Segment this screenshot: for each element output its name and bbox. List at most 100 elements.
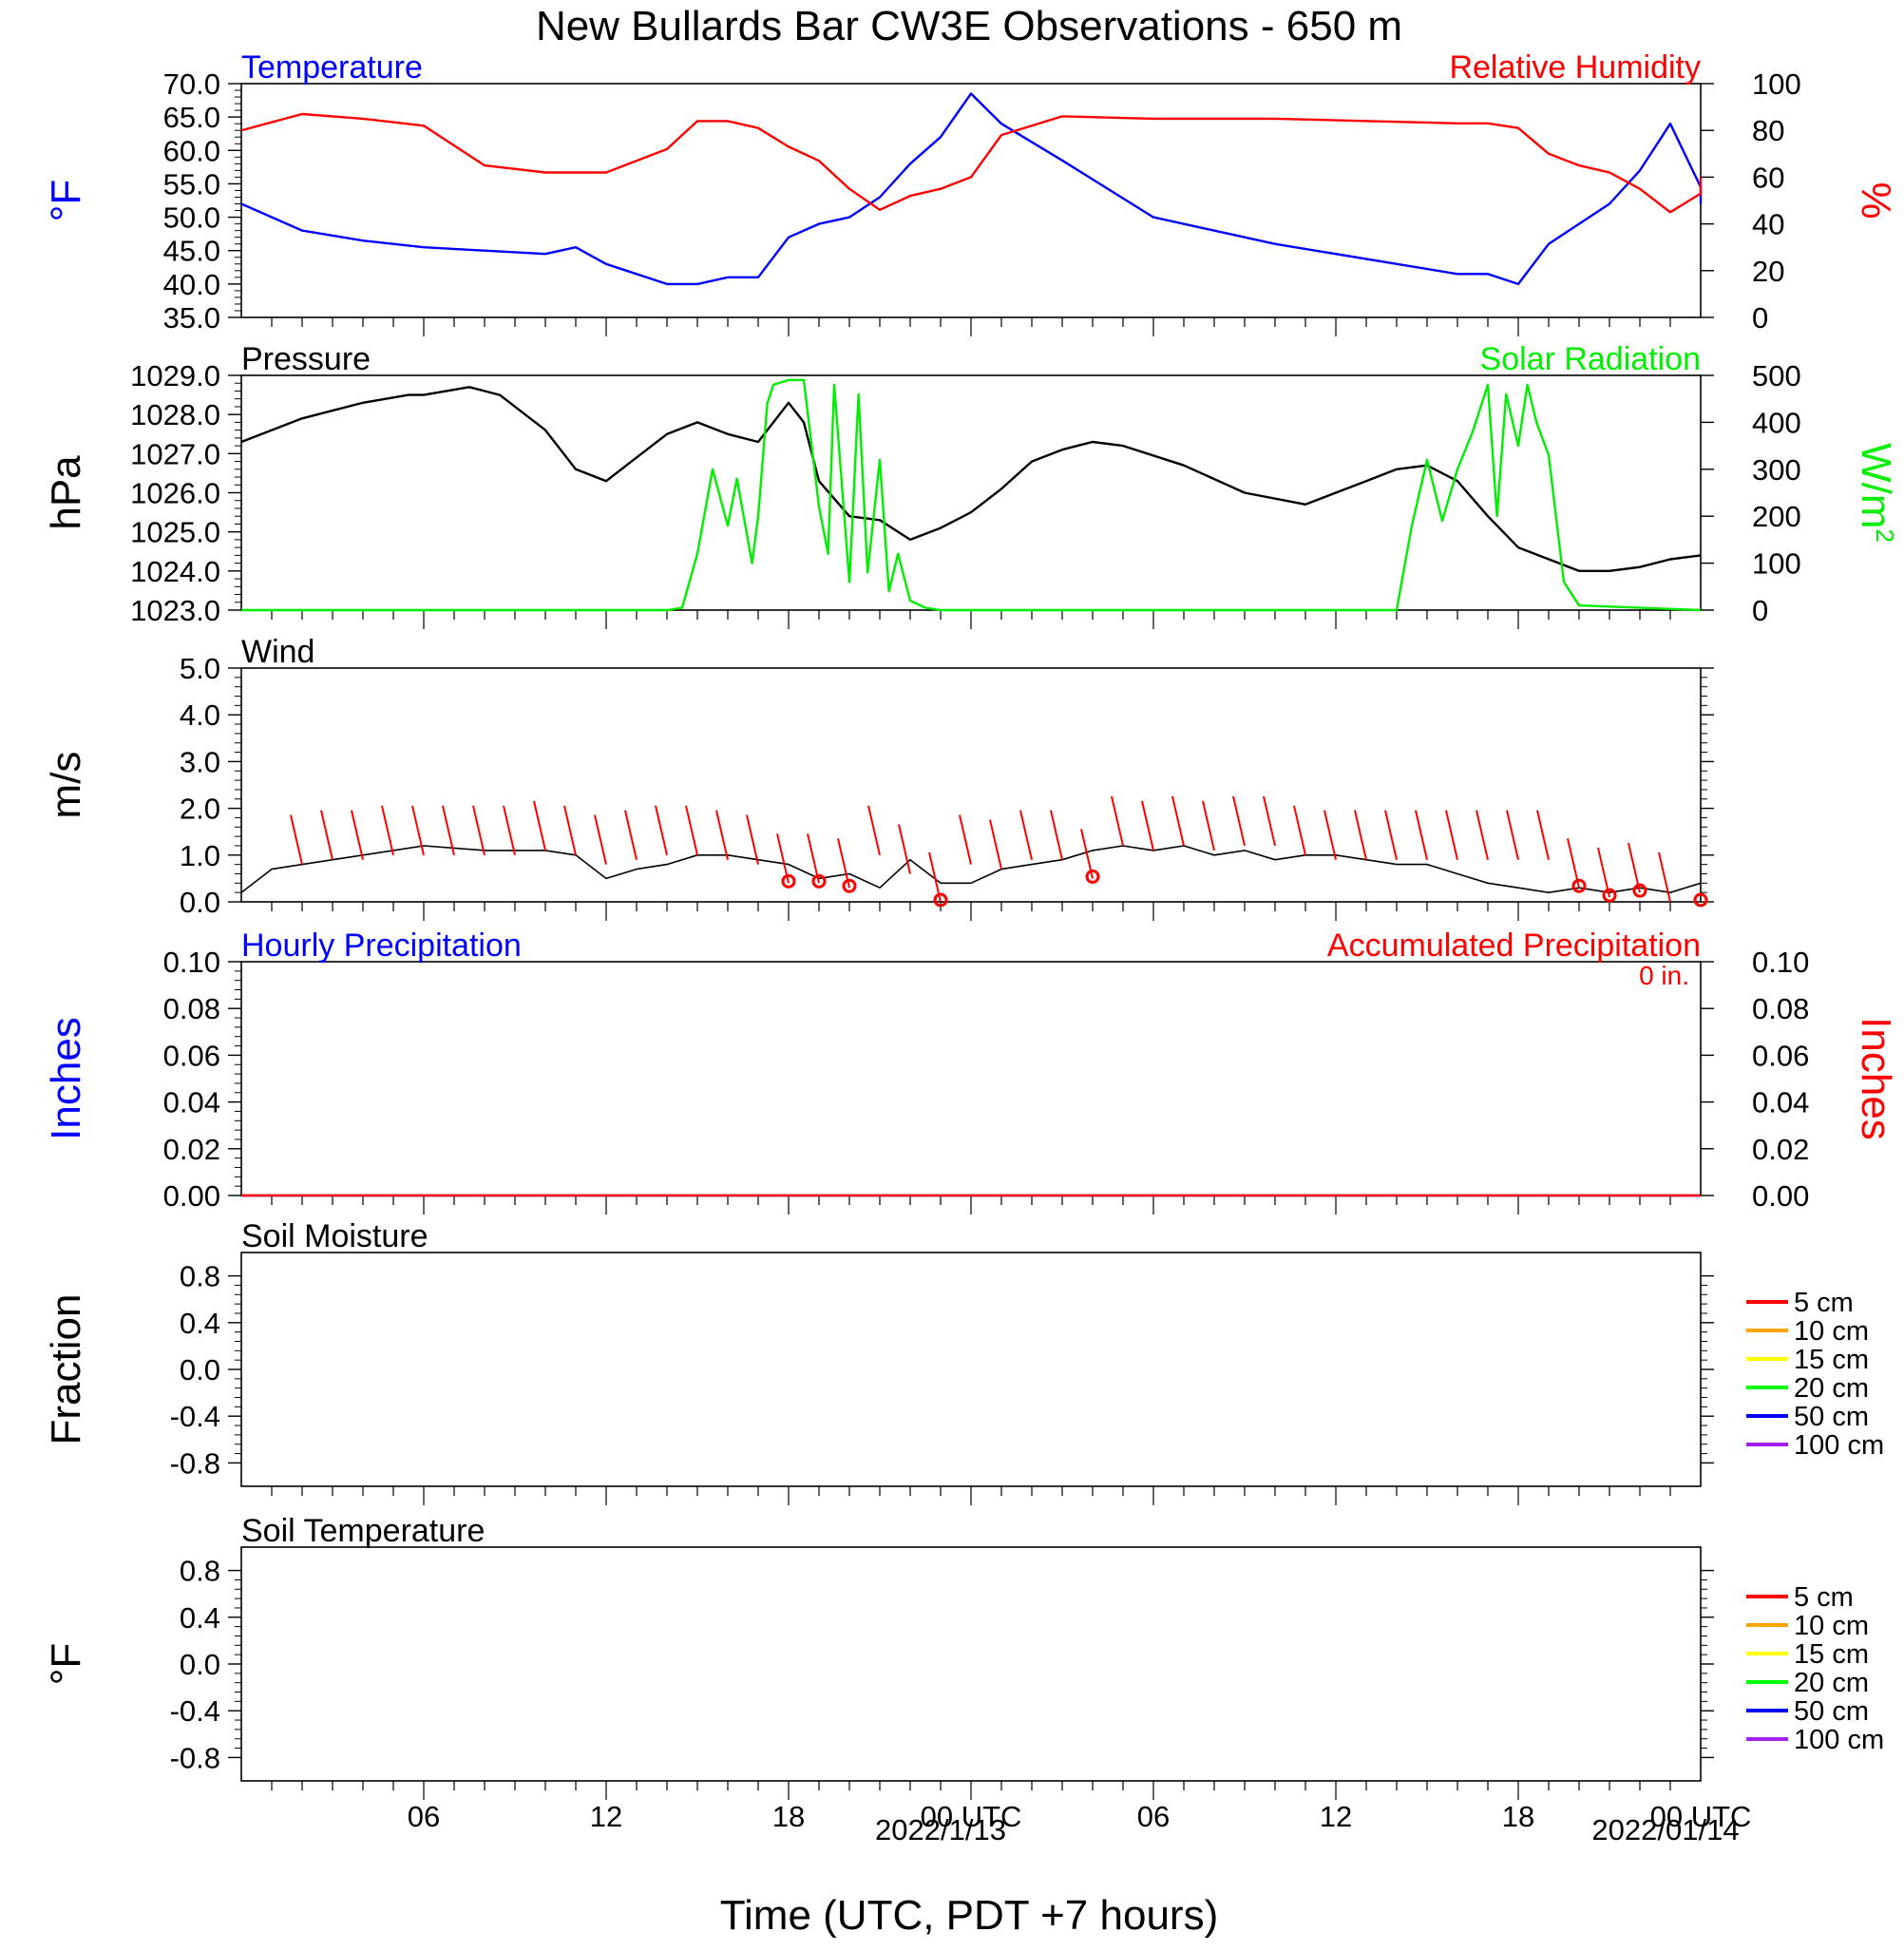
wind-barb xyxy=(867,805,881,856)
legend-label: 50 cm xyxy=(1794,1696,1869,1727)
y-tick-label-right: 300 xyxy=(1752,453,1801,487)
y-tick-label-right: 0 xyxy=(1752,594,1768,627)
panel-title-left: Pressure xyxy=(241,341,371,377)
wind-barb xyxy=(563,805,577,856)
date-label-2: 2022/01/14 xyxy=(1591,1813,1739,1846)
legend-label: 5 cm xyxy=(1794,1288,1854,1318)
y-tick-label-left: 0.04 xyxy=(163,1086,220,1119)
y-tick-label-left: 1029.0 xyxy=(130,359,220,392)
y-tick-label-left: 0.8 xyxy=(180,1260,220,1293)
panel-frame xyxy=(240,961,1702,1196)
y-tick-label-right: 0.10 xyxy=(1752,946,1809,979)
calm-wind-marker xyxy=(811,873,827,889)
y-tick-label-right: 0.02 xyxy=(1752,1133,1809,1166)
y-tick-label-right: 0.00 xyxy=(1752,1179,1809,1213)
y-tick-label-left: 55.0 xyxy=(163,167,220,201)
calm-wind-marker xyxy=(1571,878,1587,893)
wind-barb xyxy=(1506,810,1519,860)
y-tick-label-left: 4.0 xyxy=(180,698,220,732)
legend-label: 15 cm xyxy=(1794,1639,1869,1670)
y-axis-label-left: Fraction xyxy=(43,1294,89,1445)
wind-barb xyxy=(594,814,607,865)
wind-barb xyxy=(1111,795,1124,847)
y-tick-label-left: 0.0 xyxy=(180,1648,220,1681)
y-tick-label-right: 0.04 xyxy=(1752,1086,1809,1119)
x-tick-label: 00 UTC xyxy=(1650,1800,1752,1833)
legend-label: 20 cm xyxy=(1794,1373,1869,1404)
panel-frame xyxy=(240,1252,1702,1487)
wind-barb xyxy=(1445,810,1458,860)
panel-3: 5.0 4.0 3.0 2.0 1.0 0.0 Wind m/s xyxy=(43,634,1714,921)
y-tick-label-left: 70.0 xyxy=(163,67,220,101)
chart-title: New Bullards Bar CW3E Observations - 650… xyxy=(536,3,1402,49)
wind-barb xyxy=(1293,805,1306,856)
wind-barb xyxy=(472,805,486,856)
wind-barb xyxy=(1658,851,1671,903)
y-axis-label-left: °F xyxy=(43,1643,89,1685)
y-axis-label-left: hPa xyxy=(43,455,89,530)
x-tick-label: 18 xyxy=(1502,1800,1534,1833)
series-line-solar-radiation xyxy=(241,378,1702,612)
legend-label: 10 cm xyxy=(1794,1611,1869,1641)
wind-barb xyxy=(503,805,516,856)
y-tick-label-left: -0.8 xyxy=(170,1741,220,1774)
y-axis-label-right: % xyxy=(1853,182,1899,219)
panel-2: 1029.0 1028.0 1027.0 1026.0 1025.0 1024.0 1023… xyxy=(43,341,1899,629)
legend-label: 5 cm xyxy=(1794,1582,1854,1613)
wind-barb xyxy=(442,805,455,856)
panel-title-left: Temperature xyxy=(241,49,423,86)
y-tick-label-left: 1.0 xyxy=(180,839,220,872)
wind-barb xyxy=(1536,810,1550,860)
calm-wind-marker xyxy=(1085,869,1100,884)
y-tick-label-right: 20 xyxy=(1752,255,1784,288)
series-line-pressure xyxy=(240,386,1702,572)
y-tick-label-left: 60.0 xyxy=(163,134,220,167)
panel-4: 0.10 0.08 0.06 0.04 0.02 0.00 0.10 0.08 0.06 0.04… xyxy=(43,928,1899,1215)
y-axis-label-right: Inches xyxy=(1853,1017,1899,1140)
panel-title-right: Accumulated Precipitation xyxy=(1327,928,1701,964)
wind-barb xyxy=(1202,800,1215,851)
wind-barb xyxy=(320,810,333,860)
wind-barb xyxy=(533,800,546,851)
y-tick-label-left: 1027.0 xyxy=(130,437,220,470)
wind-barb xyxy=(685,805,698,856)
y-tick-label-left: 40.0 xyxy=(163,268,220,301)
y-tick-label-left: 0.06 xyxy=(163,1039,220,1072)
calm-wind-marker xyxy=(781,873,796,889)
x-tick-label: 12 xyxy=(590,1800,622,1833)
wind-barb xyxy=(624,810,638,860)
panel-frame xyxy=(240,667,1702,903)
y-tick-label-left: 1024.0 xyxy=(130,555,220,588)
y-tick-label-right: 100 xyxy=(1752,547,1801,581)
panel-frame xyxy=(240,1546,1702,1782)
wind-barb xyxy=(1141,800,1154,851)
y-tick-label-left: 0.4 xyxy=(180,1307,220,1340)
date-label-1: 2022/1/13 xyxy=(875,1813,1006,1846)
y-tick-label-left: 0.4 xyxy=(180,1601,220,1635)
y-axis-label-left: m/s xyxy=(43,752,89,819)
legend-label: 15 cm xyxy=(1794,1345,1869,1375)
wind-barb xyxy=(898,824,911,874)
y-tick-label-right: 40 xyxy=(1752,208,1784,241)
y-tick-label-right: 80 xyxy=(1752,114,1784,147)
series-line-wind xyxy=(240,845,1702,894)
y-tick-label-left: 5.0 xyxy=(180,652,220,685)
x-tick-label: 06 xyxy=(408,1800,440,1833)
wind-barb xyxy=(1050,810,1063,860)
legend-label: 50 cm xyxy=(1794,1402,1869,1432)
x-tick-label: 06 xyxy=(1137,1800,1170,1833)
legend-label: 100 cm xyxy=(1794,1725,1884,1755)
y-tick-label-left: -0.8 xyxy=(170,1446,220,1480)
calm-wind-marker xyxy=(842,878,857,893)
y-tick-label-left: 0.0 xyxy=(180,1353,220,1387)
precip-total-label: 0 in. xyxy=(1639,961,1689,990)
y-tick-label-right: 60 xyxy=(1752,161,1784,194)
y-tick-label-left: 0.08 xyxy=(163,992,220,1025)
y-axis-label-left: °F xyxy=(43,180,89,221)
wind-barb xyxy=(1415,810,1428,860)
calm-wind-marker xyxy=(933,892,948,908)
series-line-relative-humidity xyxy=(240,112,1703,214)
wind-barb xyxy=(1171,795,1185,847)
y-tick-label-right: 0.06 xyxy=(1752,1039,1809,1072)
